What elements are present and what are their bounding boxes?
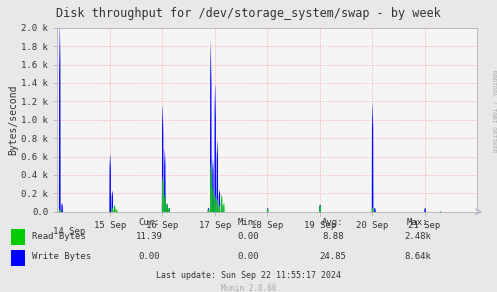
Text: Max:: Max: <box>407 218 428 227</box>
Text: Write Bytes: Write Bytes <box>32 253 91 261</box>
Text: 24.85: 24.85 <box>320 253 346 261</box>
Text: 0.00: 0.00 <box>238 253 259 261</box>
Text: Avg:: Avg: <box>322 218 344 227</box>
Text: Last update: Sun Sep 22 11:55:17 2024: Last update: Sun Sep 22 11:55:17 2024 <box>156 272 341 280</box>
Text: 8.88: 8.88 <box>322 232 344 241</box>
Text: 2.48k: 2.48k <box>404 232 431 241</box>
Text: Munin 2.0.66: Munin 2.0.66 <box>221 284 276 292</box>
Text: 8.64k: 8.64k <box>404 253 431 261</box>
Text: Min:: Min: <box>238 218 259 227</box>
Y-axis label: Bytes/second: Bytes/second <box>8 84 18 155</box>
Text: 0.00: 0.00 <box>138 253 160 261</box>
Text: Cur:: Cur: <box>138 218 160 227</box>
Text: Disk throughput for /dev/storage_system/swap - by week: Disk throughput for /dev/storage_system/… <box>56 7 441 20</box>
Text: 0.00: 0.00 <box>238 232 259 241</box>
Text: 11.39: 11.39 <box>136 232 163 241</box>
Text: Read Bytes: Read Bytes <box>32 232 86 241</box>
Text: 14 Sep: 14 Sep <box>53 227 85 236</box>
Text: RRDTOOL / TOBI OETIKER: RRDTOOL / TOBI OETIKER <box>491 70 496 152</box>
